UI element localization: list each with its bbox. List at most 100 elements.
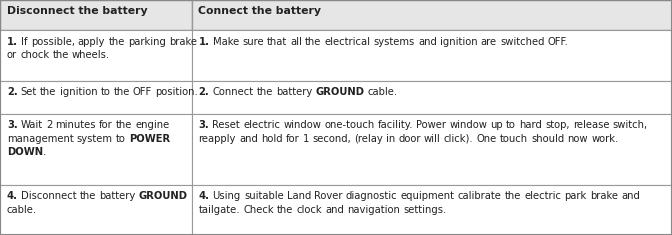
Text: work.: work. [591,133,618,144]
Text: possible,: possible, [31,37,75,47]
Text: (relay: (relay [354,133,383,144]
Bar [192,30,672,81]
Text: brake: brake [590,191,618,201]
Text: switch,: switch, [612,120,648,130]
Bar [0,0,192,30]
Bar [0,81,192,114]
Text: window: window [284,120,321,130]
Text: .: . [43,147,46,157]
Text: 1: 1 [302,133,309,144]
Text: window: window [450,120,487,130]
Text: 4.: 4. [198,191,210,201]
Text: Check: Check [243,205,274,215]
Text: 3.: 3. [198,120,209,130]
Text: 1.: 1. [198,37,210,47]
Text: electric: electric [243,120,280,130]
Text: now: now [567,133,588,144]
Bar [192,0,672,30]
Text: touch: touch [500,133,528,144]
Text: systems: systems [374,37,415,47]
Text: release: release [573,120,610,130]
Text: Disconnect the battery: Disconnect the battery [7,6,148,16]
Text: chock: chock [20,50,49,60]
Text: 3.: 3. [7,120,17,130]
Text: suitable: suitable [244,191,284,201]
Text: hold: hold [261,133,283,144]
Text: OFF.: OFF. [548,37,569,47]
Text: second,: second, [312,133,351,144]
Text: settings.: settings. [403,205,446,215]
Text: for: for [99,120,113,130]
Text: equipment: equipment [401,191,455,201]
Bar [192,114,672,185]
Text: to: to [116,133,126,144]
Text: ignition: ignition [440,37,478,47]
Text: minutes: minutes [56,120,96,130]
Text: the: the [114,87,130,97]
Text: electric: electric [524,191,561,201]
Text: for: for [286,133,300,144]
Text: battery: battery [99,191,136,201]
Text: reapply: reapply [198,133,236,144]
Text: clock: clock [296,205,322,215]
Text: ignition: ignition [60,87,97,97]
Text: switched: switched [500,37,544,47]
Text: Make: Make [212,37,239,47]
Text: should: should [531,133,564,144]
Text: POWER: POWER [129,133,170,144]
Text: hard: hard [519,120,542,130]
Text: GROUND: GROUND [315,87,364,97]
Text: Wait: Wait [21,120,43,130]
Text: the: the [108,37,125,47]
Text: Set: Set [21,87,37,97]
Text: the: the [40,87,56,97]
Text: calibrate: calibrate [458,191,502,201]
Text: and: and [418,37,437,47]
Text: the: the [277,205,293,215]
Text: cable.: cable. [368,87,398,97]
Text: are: are [481,37,497,47]
Text: 4.: 4. [7,191,18,201]
Text: all: all [290,37,302,47]
Text: stop,: stop, [545,120,570,130]
Text: Disconnect: Disconnect [21,191,77,201]
Text: position.: position. [155,87,198,97]
Text: to: to [506,120,516,130]
Text: If: If [21,37,28,47]
Text: wheels.: wheels. [72,50,110,60]
Text: management: management [7,133,74,144]
Text: Rover: Rover [314,191,343,201]
Text: and: and [621,191,640,201]
Text: facility.: facility. [378,120,413,130]
Text: click).: click). [444,133,473,144]
Text: engine: engine [136,120,170,130]
Text: diagnostic: diagnostic [346,191,398,201]
Text: one-touch: one-touch [325,120,374,130]
Text: brake: brake [169,37,197,47]
Text: cable.: cable. [7,205,37,215]
Text: the: the [305,37,321,47]
Text: the: the [116,120,132,130]
Text: Reset: Reset [212,120,240,130]
Text: 1.: 1. [7,37,18,47]
Text: system: system [77,133,113,144]
Text: 2: 2 [46,120,52,130]
Bar [192,81,672,114]
Text: 2.: 2. [7,87,17,97]
Text: Land: Land [287,191,311,201]
Text: Connect: Connect [212,87,253,97]
Text: the: the [80,191,96,201]
Text: to: to [100,87,110,97]
Bar [0,30,192,81]
Text: and: and [325,205,344,215]
Text: navigation: navigation [347,205,400,215]
Text: Using: Using [212,191,241,201]
Text: tailgate.: tailgate. [198,205,240,215]
Text: parking: parking [128,37,166,47]
Text: or: or [7,50,17,60]
Bar [0,114,192,185]
Text: Connect the battery: Connect the battery [198,6,321,16]
Text: up: up [491,120,503,130]
Text: will: will [424,133,441,144]
Bar [192,185,672,235]
